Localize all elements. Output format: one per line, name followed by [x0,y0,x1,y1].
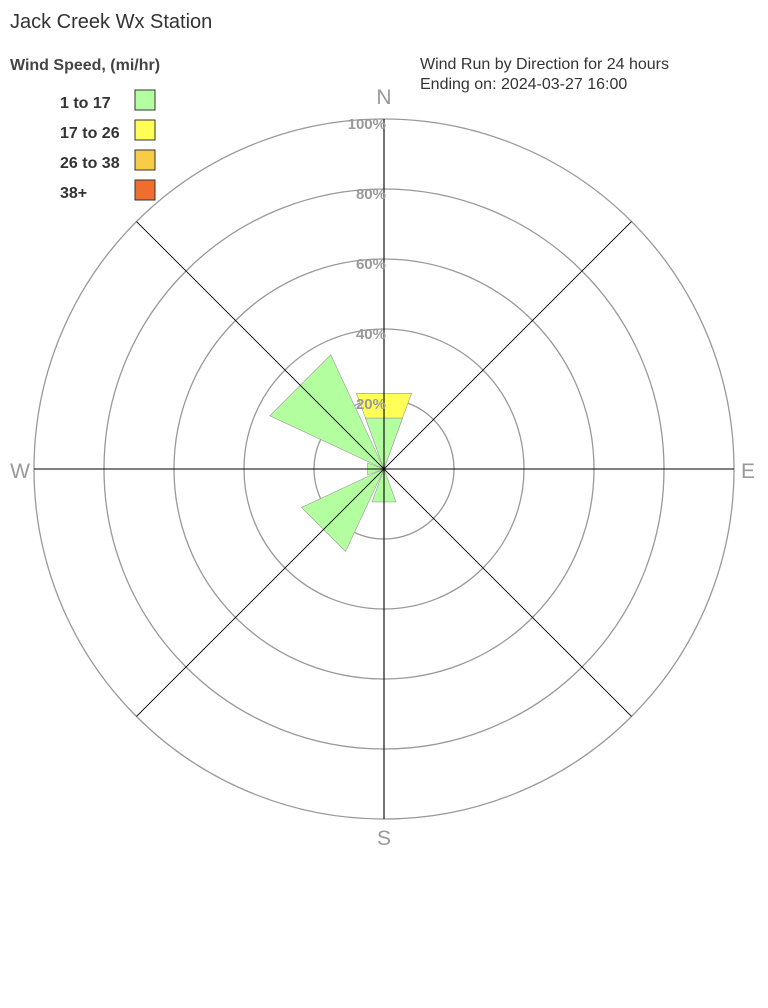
petals [269,354,412,552]
radial-tick-label: 40% [356,326,386,343]
direction-label-N: N [376,86,391,109]
chart-title: Jack Creek Wx Station [10,11,212,33]
legend-label: 1 to 17 [60,95,111,112]
direction-label-S: S [377,827,391,850]
radial-tick-label: 80% [356,186,386,203]
legend: 1 to 17 17 to 26 26 to 38 38+ [60,89,156,202]
legend-swatch [134,119,156,141]
chart-subtitle-2: Ending on: 2024-03-27 16:00 [420,76,627,93]
radial-tick-label: 100% [348,116,386,133]
direction-label-W: W [10,460,30,483]
legend-label: 38+ [60,185,87,202]
labels: 20% 40% 60% 80% 100% N E S W [10,86,755,850]
legend-label: 26 to 38 [60,155,120,172]
axes [34,119,734,819]
chart-subtitle-1: Wind Run by Direction for 24 hours [420,56,669,73]
radial-tick-label: 60% [356,256,386,273]
radial-tick-label: 20% [356,396,386,413]
legend-swatch [134,89,156,111]
legend-title: Wind Speed, (mi/hr) [10,57,160,74]
legend-swatch [134,149,156,171]
legend-swatch [134,179,156,201]
axis-line [136,221,632,717]
legend-label: 17 to 26 [60,125,120,142]
direction-label-E: E [741,460,755,483]
